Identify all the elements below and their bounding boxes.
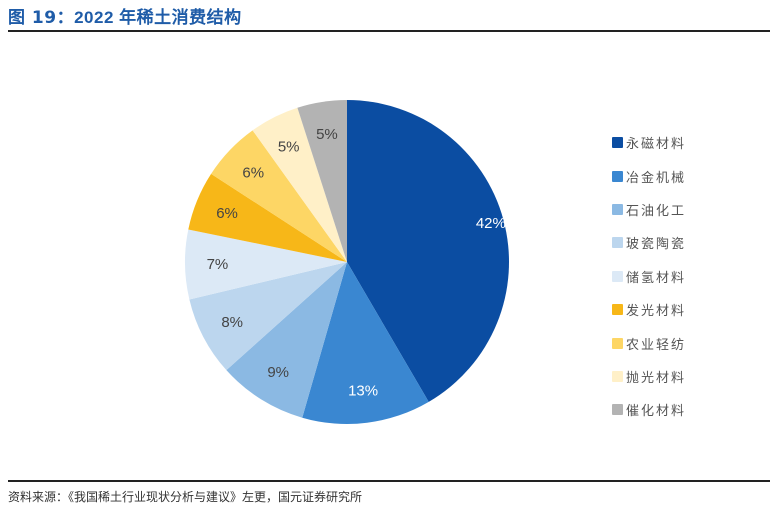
- legend-swatch-icon: [612, 370, 623, 382]
- pie-slice-label: 7%: [207, 256, 229, 273]
- legend-swatch-icon: [612, 237, 623, 249]
- pie-slice: [297, 100, 347, 262]
- legend-swatch-icon: [612, 203, 623, 215]
- pie-slice: [188, 173, 347, 262]
- legend-swatch-icon: [612, 270, 623, 282]
- figure-title: 图 19：2022 年稀土消费结构: [8, 3, 242, 28]
- legend-label: 玻瓷陶瓷: [626, 237, 687, 253]
- legend-item: 冶金机械: [612, 159, 686, 192]
- source-note: 资料来源：《我国稀土行业现状分析与建议》左更，国元证券研究所: [8, 490, 363, 504]
- pie-slice-label: 13%: [348, 383, 378, 400]
- pie-slice: [226, 262, 347, 418]
- legend-label: 储氢材料: [626, 270, 687, 286]
- pie-slice: [347, 100, 509, 402]
- legend-label: 石油化工: [626, 203, 687, 219]
- legend-label: 永磁材料: [626, 137, 687, 153]
- legend-swatch-icon: [612, 137, 623, 149]
- pie-slice: [211, 130, 347, 262]
- bottom-divider: [8, 480, 770, 482]
- legend-item: 储氢材料: [612, 260, 686, 293]
- legend-label: 抛光材料: [626, 370, 687, 386]
- pie-slice: [185, 229, 347, 300]
- pie-slice-label: 8%: [221, 314, 243, 331]
- pie-slices: [185, 100, 509, 424]
- pie-slice-label: 9%: [267, 364, 289, 381]
- legend-label: 催化材料: [626, 404, 687, 420]
- legend-label: 冶金机械: [626, 170, 687, 186]
- legend-item: 农业轻纺: [612, 326, 686, 359]
- legend-swatch-icon: [612, 170, 623, 182]
- pie-slice-label: 6%: [242, 165, 264, 182]
- legend-item: 发光材料: [612, 293, 686, 326]
- legend-item: 玻瓷陶瓷: [612, 226, 686, 259]
- pie-slice-label: 6%: [216, 205, 238, 222]
- legend-swatch-icon: [612, 304, 623, 316]
- legend-label: 发光材料: [626, 304, 687, 320]
- pie-slice-label: 5%: [278, 138, 300, 155]
- pie-slice-label: 42%: [476, 215, 506, 232]
- legend-item: 石油化工: [612, 193, 686, 226]
- pie-labels: 42% 13% 9% 8% 7% 6% 6% 5% 5%: [207, 126, 506, 400]
- figure-prefix: 图 19：: [8, 8, 75, 28]
- legend-item: 抛光材料: [612, 360, 686, 393]
- legend-label: 农业轻纺: [626, 337, 687, 353]
- legend-item: 永磁材料: [612, 126, 686, 159]
- figure-title-text: 2022 年稀土消费结构: [74, 8, 242, 27]
- legend-swatch-icon: [612, 404, 623, 416]
- legend-item: 催化材料: [612, 393, 686, 426]
- pie-slice: [189, 262, 347, 371]
- pie-slice: [302, 262, 429, 424]
- top-divider: [8, 30, 770, 32]
- pie-slice-label: 5%: [316, 126, 338, 143]
- pie-slice: [252, 107, 347, 262]
- legend-swatch-icon: [612, 337, 623, 349]
- chart-legend: 永磁材料冶金机械石油化工玻瓷陶瓷储氢材料发光材料农业轻纺抛光材料催化材料: [612, 126, 686, 427]
